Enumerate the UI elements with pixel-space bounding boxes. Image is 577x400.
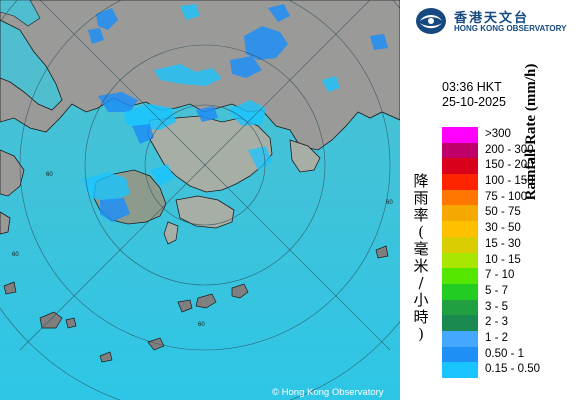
- legend-panel: 香港天文台 HONG KONG OBSERVATORY 03:36 HKT 25…: [400, 0, 577, 400]
- island-3: [177, 299, 193, 313]
- island-8: [3, 281, 17, 295]
- legend-swatch: [442, 346, 478, 363]
- west-island-2: [0, 211, 11, 235]
- ring-label-inner: 60: [46, 172, 53, 178]
- legend-swatch: [442, 299, 478, 316]
- legend-swatch: [442, 174, 478, 190]
- legend-label: 75 - 100: [485, 190, 528, 203]
- legend-item: 200 - 300: [442, 142, 577, 159]
- legend-label: 200 - 300: [485, 143, 534, 156]
- estuary-west: [0, 19, 63, 111]
- island-4: [39, 311, 63, 329]
- legend-item: 7 - 10: [442, 268, 577, 284]
- west-land: [0, 149, 25, 197]
- island-2: [195, 293, 217, 309]
- island-6: [147, 337, 165, 351]
- legend-swatch: [442, 205, 478, 222]
- legend-item: 50 - 75: [442, 205, 577, 222]
- legend-swatch: [442, 127, 478, 143]
- legend-scale: >300 200 - 300 150 - 200 100 - 150 75 - 100 5…: [442, 127, 577, 378]
- legend-item: 10 - 15: [442, 252, 577, 269]
- legend-label: 0.15 - 0.50: [485, 363, 540, 376]
- island-9: [375, 245, 389, 259]
- hko-logo: 香港天文台 HONG KONG OBSERVATORY: [414, 6, 574, 36]
- legend-label: 7 - 10: [485, 269, 515, 282]
- radar-date: 25-10-2025: [442, 95, 506, 109]
- legend-label: 0.50 - 1: [485, 347, 524, 360]
- radar-map: 60 60 60 60 © Hong Kong Observatory: [0, 0, 400, 400]
- range-rings: [0, 0, 400, 400]
- legend-label: 150 - 200: [485, 159, 534, 172]
- legend-item: 0.50 - 1: [442, 346, 577, 363]
- legend-swatch: [442, 252, 478, 269]
- legend-label: 15 - 30: [485, 237, 521, 250]
- legend-label: 50 - 75: [485, 206, 521, 219]
- legend-item: 3 - 5: [442, 299, 577, 316]
- legend-item: 2 - 3: [442, 315, 577, 331]
- island-1: [231, 283, 249, 299]
- ring-label-south: 60: [198, 322, 205, 328]
- range-ring-labels: 60 60 60 60: [12, 172, 393, 328]
- legend-swatch: [442, 158, 478, 175]
- legend-label: 30 - 50: [485, 222, 521, 235]
- legend-swatch: [442, 315, 478, 331]
- estuary-channel: [0, 0, 41, 27]
- legend-item: 1 - 2: [442, 330, 577, 347]
- radar-time: 03:36 HKT: [442, 80, 502, 94]
- east-peninsula: [289, 139, 321, 173]
- legend-item: >300: [442, 127, 577, 143]
- legend-item: 15 - 30: [442, 236, 577, 253]
- new-territories: [147, 115, 273, 193]
- legend-label: 1 - 2: [485, 331, 509, 344]
- hong-kong-island: [175, 195, 235, 229]
- ring-label-west: 60: [12, 252, 19, 258]
- legend-swatch: [442, 236, 478, 253]
- legend-swatch: [442, 362, 478, 378]
- legend-label: 2 - 3: [485, 316, 509, 329]
- legend-item: 30 - 50: [442, 221, 577, 237]
- hko-emblem-icon: [416, 8, 446, 34]
- legend-item: 5 - 7: [442, 283, 577, 300]
- island-5: [65, 317, 77, 329]
- legend-title-cn: 降雨率(毫米 / 小時): [413, 172, 429, 343]
- legend-label: 10 - 15: [485, 253, 521, 266]
- legend-title-en: Rainfall Rate (mm/h): [523, 63, 539, 201]
- legend-item: 75 - 100: [442, 189, 577, 206]
- legend-label: 100 - 150: [485, 175, 534, 188]
- legend-label: 5 - 7: [485, 284, 509, 297]
- ring-label-east: 60: [386, 200, 393, 206]
- legend-swatch: [442, 330, 478, 347]
- logo-name-en: HONG KONG OBSERVATORY: [454, 24, 567, 33]
- legend-swatch: [442, 283, 478, 300]
- rain-echoes: [82, 4, 388, 222]
- legend-label: 3 - 5: [485, 300, 509, 313]
- legend-swatch: [442, 221, 478, 237]
- legend-swatch: [442, 189, 478, 206]
- logo-name-cn: 香港天文台: [454, 11, 530, 26]
- legend-item: 100 - 150: [442, 174, 577, 190]
- legend-swatch: [442, 268, 478, 284]
- legend-label: >300: [485, 128, 511, 140]
- lamma-island: [163, 221, 179, 245]
- legend-item: 150 - 200: [442, 158, 577, 175]
- legend-swatch: [442, 142, 478, 159]
- legend-item: 0.15 - 0.50: [442, 362, 577, 378]
- copyright: © Hong Kong Observatory: [272, 387, 384, 398]
- island-7: [99, 351, 113, 363]
